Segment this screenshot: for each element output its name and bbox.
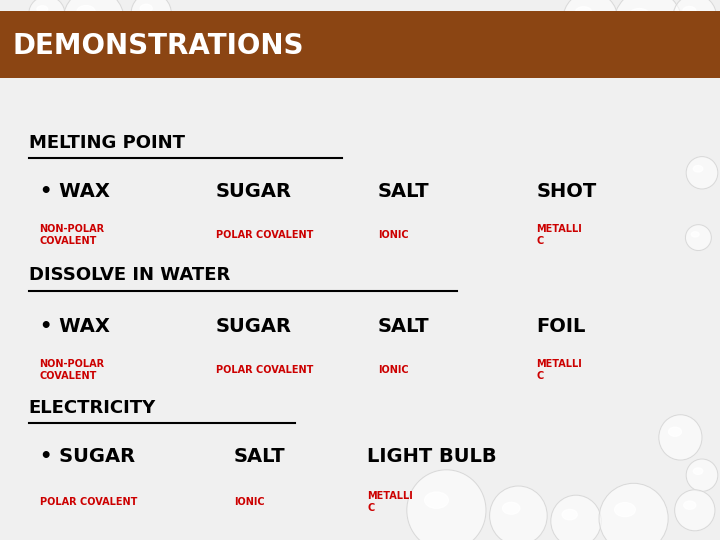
Text: SALT: SALT [378,182,430,201]
Ellipse shape [63,0,124,49]
Ellipse shape [131,0,171,34]
Text: NON-POLAR
COVALENT: NON-POLAR COVALENT [40,359,104,381]
Text: SALT: SALT [234,447,286,466]
Text: METALLI
C: METALLI C [536,224,582,246]
Ellipse shape [575,7,592,18]
Text: METALLI
C: METALLI C [367,491,413,513]
Ellipse shape [562,509,577,520]
Ellipse shape [613,0,683,59]
Ellipse shape [629,9,649,23]
Text: MELTING POINT: MELTING POINT [29,134,185,152]
Text: FOIL: FOIL [536,317,586,336]
Ellipse shape [675,490,715,531]
Text: METALLI
C: METALLI C [536,359,582,381]
Text: SUGAR: SUGAR [216,317,292,336]
Ellipse shape [77,5,95,17]
Ellipse shape [425,492,449,508]
Ellipse shape [686,157,718,189]
Ellipse shape [29,0,65,31]
Ellipse shape [693,165,703,172]
Ellipse shape [490,486,547,540]
Ellipse shape [615,503,635,517]
Text: • WAX: • WAX [40,317,109,336]
Text: POLAR COVALENT: POLAR COVALENT [216,230,313,240]
Text: NON-POLAR
COVALENT: NON-POLAR COVALENT [40,224,104,246]
Ellipse shape [683,6,696,15]
Text: IONIC: IONIC [234,497,265,507]
Text: POLAR COVALENT: POLAR COVALENT [40,497,137,507]
Text: DEMONSTRATIONS: DEMONSTRATIONS [13,32,305,60]
Text: • SUGAR: • SUGAR [40,447,135,466]
Ellipse shape [140,4,152,12]
Ellipse shape [551,495,601,540]
Ellipse shape [668,427,681,436]
Text: IONIC: IONIC [378,230,409,240]
Ellipse shape [693,468,703,475]
Text: SUGAR: SUGAR [216,182,292,201]
Bar [0,11,720,78]
Text: POLAR COVALENT: POLAR COVALENT [216,365,313,375]
Ellipse shape [37,6,48,12]
Ellipse shape [684,501,696,509]
Ellipse shape [407,470,486,540]
Text: ELECTRICITY: ELECTRICITY [29,399,156,417]
Ellipse shape [686,459,718,491]
Ellipse shape [503,502,520,514]
Ellipse shape [685,225,711,251]
Ellipse shape [691,232,699,237]
Ellipse shape [673,0,716,38]
Ellipse shape [563,0,618,46]
Ellipse shape [599,483,668,540]
Text: DISSOLVE IN WATER: DISSOLVE IN WATER [29,266,230,285]
Text: LIGHT BULB: LIGHT BULB [367,447,497,466]
Text: IONIC: IONIC [378,365,409,375]
Text: • WAX: • WAX [40,182,109,201]
Text: SHOT: SHOT [536,182,597,201]
Ellipse shape [659,415,702,460]
Text: SALT: SALT [378,317,430,336]
